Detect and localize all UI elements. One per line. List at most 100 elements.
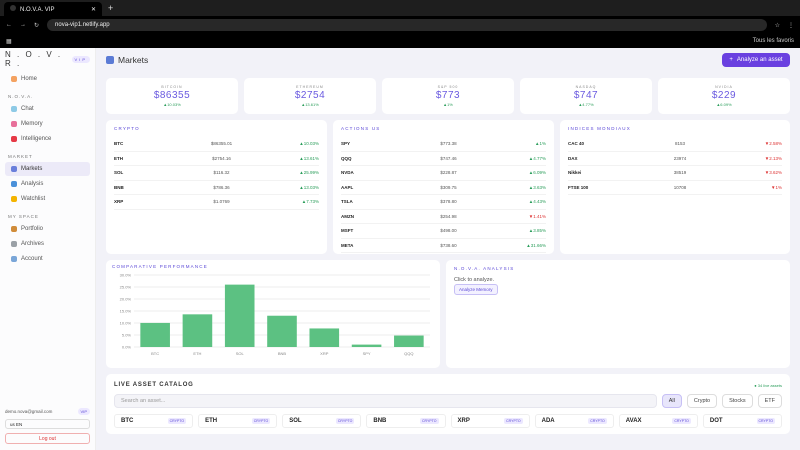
row-symbol: BTC [114,141,124,147]
filter-stocks[interactable]: Stocks [722,394,753,408]
bar-sol[interactable] [224,284,255,347]
bar-qqq[interactable] [394,335,424,347]
filter-crypto[interactable]: Crypto [686,394,718,408]
magnifier-icon [11,181,17,187]
section-title: N.O.V.A. [8,94,34,99]
asset-chip[interactable]: XRP CRYPTO [450,414,530,428]
sidebar-item-chat[interactable]: Chat [5,102,90,116]
asset-chip[interactable]: ETH CRYPTO [198,414,278,428]
asset-chip[interactable]: SOL CRYPTO [282,414,362,428]
stocks-card: ACTIONS US SPY $773.38 ▲1% QQQ $747.46 ▲4.77% N… [333,120,554,254]
table-row[interactable]: BNB $786.36 ▲13.03% [114,181,319,195]
table-row[interactable]: AMZN $254.98 ▼1.41% [341,210,546,224]
main-content: Markets + Analyze an asset BITCOIN $86355 ▲… [96,48,800,450]
table-row[interactable]: CAC 40 8153 ▼2.58% [568,137,782,152]
table-row[interactable]: FTSE 100 10708 ▼1% [568,181,782,195]
close-tab-icon[interactable]: ✕ [90,6,96,13]
bar-eth[interactable] [182,314,213,347]
table-row[interactable]: QQQ $747.46 ▲4.77% [341,152,546,166]
ticker-card[interactable]: S&P 500 $773 ▲1% [382,78,514,114]
sidebar-item-portfolio[interactable]: Portfolio [5,222,90,236]
card-title: CRYPTO [114,126,140,131]
asset-chip[interactable]: ADA CRYPTO [534,414,614,428]
bookmarks-folder[interactable]: Tous les favoris [752,38,794,44]
asset-chip[interactable]: BTC CRYPTO [114,414,194,428]
analyze-asset-button[interactable]: + Analyze an asset [722,53,790,67]
logout-button[interactable]: Log out [5,433,90,444]
asset-chip[interactable]: BNB CRYPTO [366,414,446,428]
sidebar-item-memory[interactable]: Memory [5,117,90,131]
sidebar-item-intelligence[interactable]: Intelligence [5,132,90,146]
sidebar-item-watchlist[interactable]: Watchlist [5,192,90,206]
table-row[interactable]: NVDA $228.87 ▲6.09% [341,166,546,181]
row-price: 23974 [673,155,687,161]
row-change: ▲7.73% [301,199,319,205]
sidebar-item-label: Analysis [21,181,44,187]
forward-icon[interactable]: → [20,22,26,28]
asset-chip[interactable]: DOT CRYPTO [702,414,782,428]
row-price: $2754.16 [212,155,231,161]
ticker-change: ▲6.09% [716,102,732,107]
new-tab-icon[interactable]: + [108,3,114,13]
bar-spy[interactable] [351,344,382,347]
table-row[interactable]: AAPL $309.75 ▲3.63% [341,181,546,195]
asset-symbol: AVAX [625,418,642,424]
row-symbol: BNB [114,184,124,190]
ticker-card[interactable]: ETHEREUM $2754 ▲13.61% [244,78,376,114]
ticker-card[interactable]: NASDAQ $747 ▲4.77% [520,78,652,114]
row-symbol: SPY [341,141,351,147]
row-price: $116.32 [213,170,230,176]
search-input[interactable]: Search an asset... [114,394,657,408]
apps-icon[interactable]: ▦ [6,38,12,45]
sidebar-item-home[interactable]: Home [5,72,90,86]
table-row[interactable]: ETH $2754.16 ▲13.61% [114,152,319,166]
sidebar-item-label: Archives [21,241,45,247]
ticker-card[interactable]: BITCOIN $86355 ▲10.03% [106,78,238,114]
table-row[interactable]: DAX 23974 ▼2.13% [568,152,782,166]
asset-symbol: XRP [457,418,470,424]
card-title: INDICES MONDIAUX [568,126,631,131]
asset-symbol: BNB [373,418,387,424]
table-row[interactable]: SPY $773.38 ▲1% [341,137,546,152]
row-price: $786.36 [213,184,230,190]
row-price: $498.00 [440,228,457,234]
table-row[interactable]: SOL $116.32 ▲25.99% [114,166,319,181]
row-symbol: QQQ [341,155,352,161]
sidebar-item-markets[interactable]: Markets [5,162,90,176]
star-icon[interactable]: ☆ [774,22,780,29]
back-icon[interactable]: ← [6,22,12,28]
table-row[interactable]: META $738.60 ▲31.66% [341,239,546,253]
table-row[interactable]: MSFT $498.00 ▲3.85% [341,224,546,239]
ticker-card[interactable]: NVIDIA $229 ▲6.09% [658,78,790,114]
bar-xrp[interactable] [309,328,340,347]
reload-icon[interactable]: ↻ [34,22,40,29]
filter-etf[interactable]: ETF [757,394,782,408]
asset-chip[interactable]: AVAX CRYPTO [618,414,698,428]
table-row[interactable]: BTC $86355.01 ▲10.03% [114,137,319,152]
row-change: ▼2.58% [764,141,782,147]
language-select[interactable]: us EN [5,419,90,429]
filter-all[interactable]: All [661,394,682,408]
table-row[interactable]: TSLA $378.80 ▲4.43% [341,195,546,210]
bar-btc[interactable] [140,322,170,347]
row-change: ▲4.43% [528,199,546,205]
bar-bnb[interactable] [267,315,297,347]
asset-catalog: LIVE ASSET CATALOG ● 34 live assets Searc… [106,374,790,434]
menu-icon[interactable]: ⋮ [788,22,794,29]
sidebar-item-account[interactable]: Account [5,252,90,266]
url-field[interactable]: nova-vip1.netlify.app [47,19,767,31]
table-row[interactable]: XRP $1.0769 ▲7.73% [114,195,319,210]
row-price: 8153 [674,141,685,147]
row-price: $378.80 [440,199,457,205]
row-symbol: AAPL [341,184,354,190]
browser-tab[interactable]: N.O.V.A. VIP ✕ [4,2,102,16]
ticker-name: ETHEREUM [296,85,324,89]
asset-tag: CRYPTO [504,418,523,424]
ticker-change: ▲4.77% [578,102,594,107]
table-row[interactable]: Nikkei 38519 ▼3.62% [568,166,782,181]
analyze-memory-button[interactable]: Analyze Memory [454,284,498,295]
y-tick-label: 10.0% [120,321,132,326]
ticker-price: $86355 [153,90,191,101]
sidebar-item-analysis[interactable]: Analysis [5,177,90,191]
sidebar-item-archives[interactable]: Archives [5,237,90,251]
